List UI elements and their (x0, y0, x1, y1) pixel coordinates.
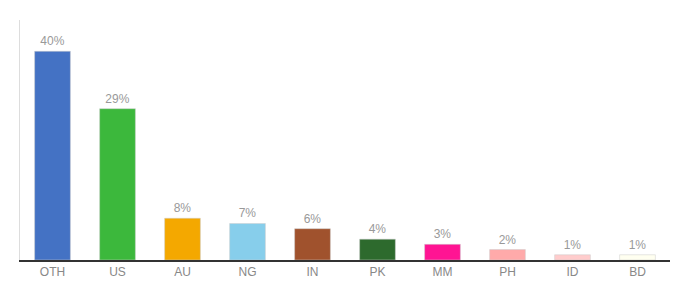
svg-text:1%: 1% (629, 238, 647, 252)
svg-text:US: US (109, 265, 126, 279)
svg-text:AU: AU (174, 265, 191, 279)
svg-text:IN: IN (307, 265, 319, 279)
svg-text:8%: 8% (174, 201, 192, 215)
svg-text:1%: 1% (564, 238, 582, 252)
svg-text:PH: PH (499, 265, 516, 279)
svg-text:7%: 7% (239, 206, 257, 220)
svg-text:2%: 2% (499, 233, 517, 247)
svg-text:4%: 4% (369, 222, 387, 236)
svg-text:PK: PK (369, 265, 385, 279)
svg-text:6%: 6% (304, 212, 322, 226)
svg-text:BD: BD (629, 265, 646, 279)
svg-text:29%: 29% (105, 92, 129, 106)
svg-text:ID: ID (567, 265, 579, 279)
svg-text:NG: NG (239, 265, 257, 279)
svg-text:3%: 3% (434, 227, 452, 241)
svg-text:MM: MM (433, 265, 453, 279)
svg-text:40%: 40% (40, 34, 64, 48)
svg-text:OTH: OTH (40, 265, 65, 279)
